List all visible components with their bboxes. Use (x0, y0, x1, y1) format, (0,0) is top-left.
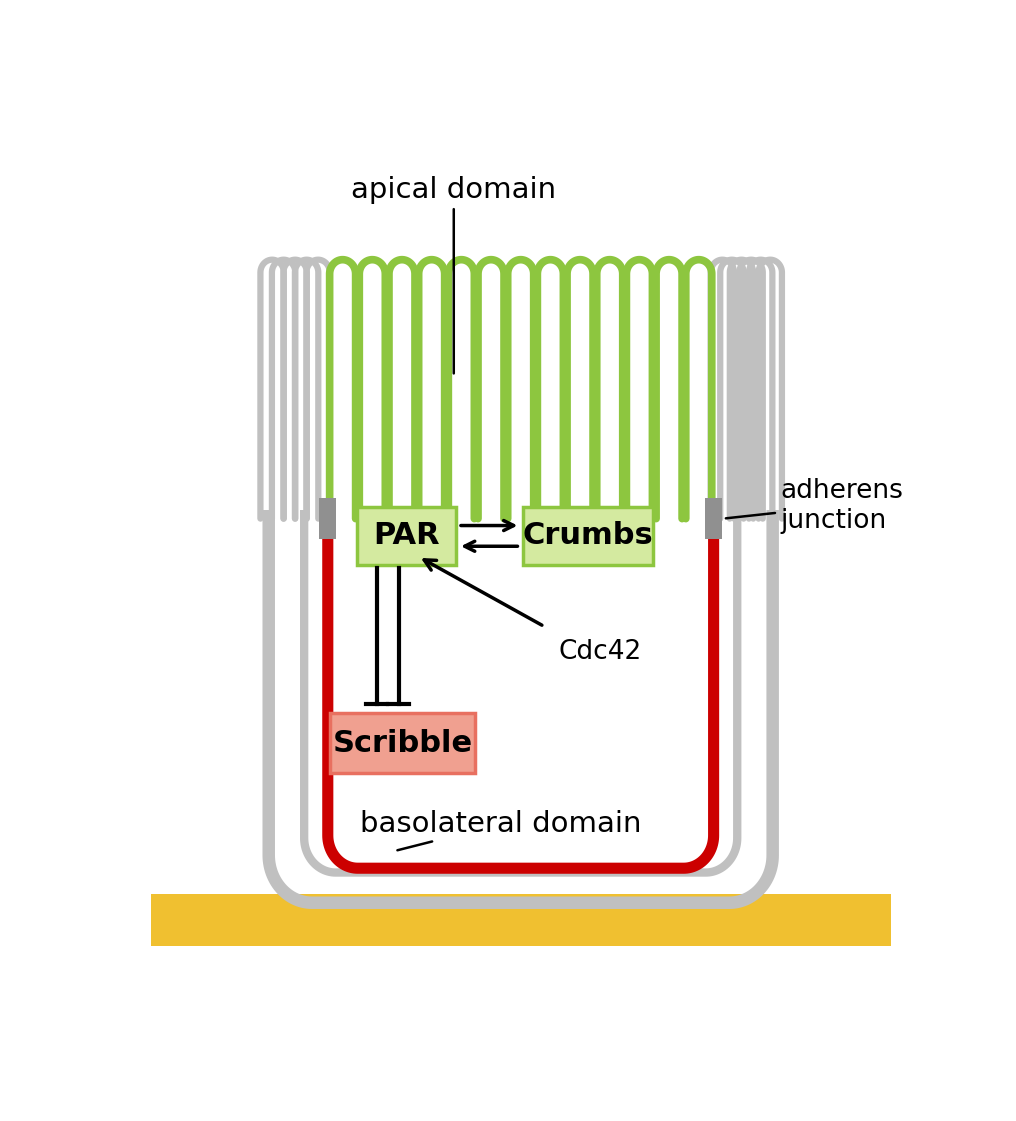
FancyBboxPatch shape (330, 713, 475, 773)
Text: apical domain: apical domain (352, 176, 557, 373)
Text: Crumbs: Crumbs (522, 521, 653, 550)
Text: adherens
junction: adherens junction (725, 478, 903, 534)
Text: Scribble: Scribble (332, 729, 472, 758)
FancyBboxPatch shape (358, 507, 456, 565)
Text: Cdc42: Cdc42 (559, 639, 642, 666)
FancyBboxPatch shape (522, 507, 652, 565)
FancyBboxPatch shape (150, 895, 891, 946)
FancyBboxPatch shape (705, 498, 722, 539)
FancyBboxPatch shape (319, 498, 336, 539)
Text: basolateral domain: basolateral domain (361, 810, 642, 850)
Text: PAR: PAR (373, 521, 440, 550)
